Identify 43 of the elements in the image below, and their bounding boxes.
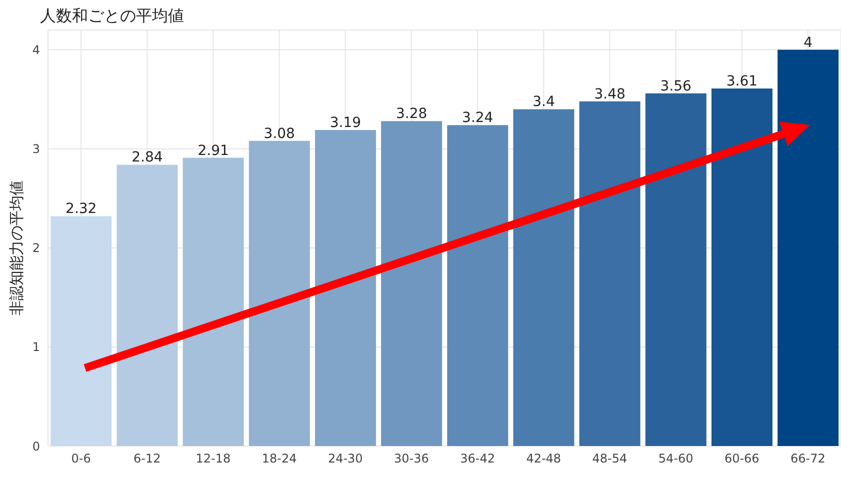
bar [182, 158, 244, 446]
chart-title: 人数和ごとの平均値 [40, 6, 184, 27]
y-tick-label: 4 [32, 43, 40, 58]
data-label: 2.91 [198, 142, 229, 159]
bar [711, 88, 772, 446]
bar [513, 109, 574, 446]
x-tick-label: 42-48 [526, 452, 562, 466]
data-label: 3.19 [330, 115, 362, 132]
bar [50, 216, 112, 446]
data-label: 3.28 [396, 106, 428, 122]
x-tick-label: 60-66 [724, 452, 760, 466]
data-label: 4 [804, 34, 813, 51]
y-axis-title: 非認知能力の平均値 [8, 180, 26, 316]
x-tick-label: 66-72 [790, 452, 826, 466]
x-tick-label: 36-42 [460, 452, 495, 466]
data-label: 3.24 [462, 110, 494, 126]
data-label: 3.48 [594, 86, 626, 102]
x-tick-label: 0-6 [71, 452, 91, 466]
data-label: 2.32 [66, 201, 97, 218]
bar [381, 121, 442, 446]
bar [645, 93, 706, 446]
data-label: 3.08 [264, 126, 295, 142]
y-tick-label: 3 [32, 142, 40, 156]
x-tick-label: 54-60 [658, 452, 694, 466]
x-tick-label: 6-12 [134, 452, 161, 466]
x-tick-label: 48-54 [592, 452, 628, 466]
x-tick-label: 12-18 [196, 452, 231, 466]
bar [447, 125, 508, 446]
x-tick-label: 30-36 [394, 452, 429, 466]
data-label: 3.61 [726, 73, 758, 90]
bar [116, 164, 178, 446]
bar [778, 50, 839, 446]
bar [248, 140, 310, 446]
data-label: 3.4 [532, 94, 555, 110]
y-tick-label: 1 [32, 340, 40, 354]
y-tick-label: 2 [32, 241, 40, 256]
data-label: 3.56 [660, 78, 692, 94]
bar [579, 101, 640, 446]
x-tick-label: 24-30 [328, 452, 363, 466]
x-tick-label: 18-24 [262, 452, 297, 466]
data-label: 2.84 [132, 150, 163, 166]
y-tick-label: 0 [32, 439, 40, 454]
bar [314, 130, 376, 446]
